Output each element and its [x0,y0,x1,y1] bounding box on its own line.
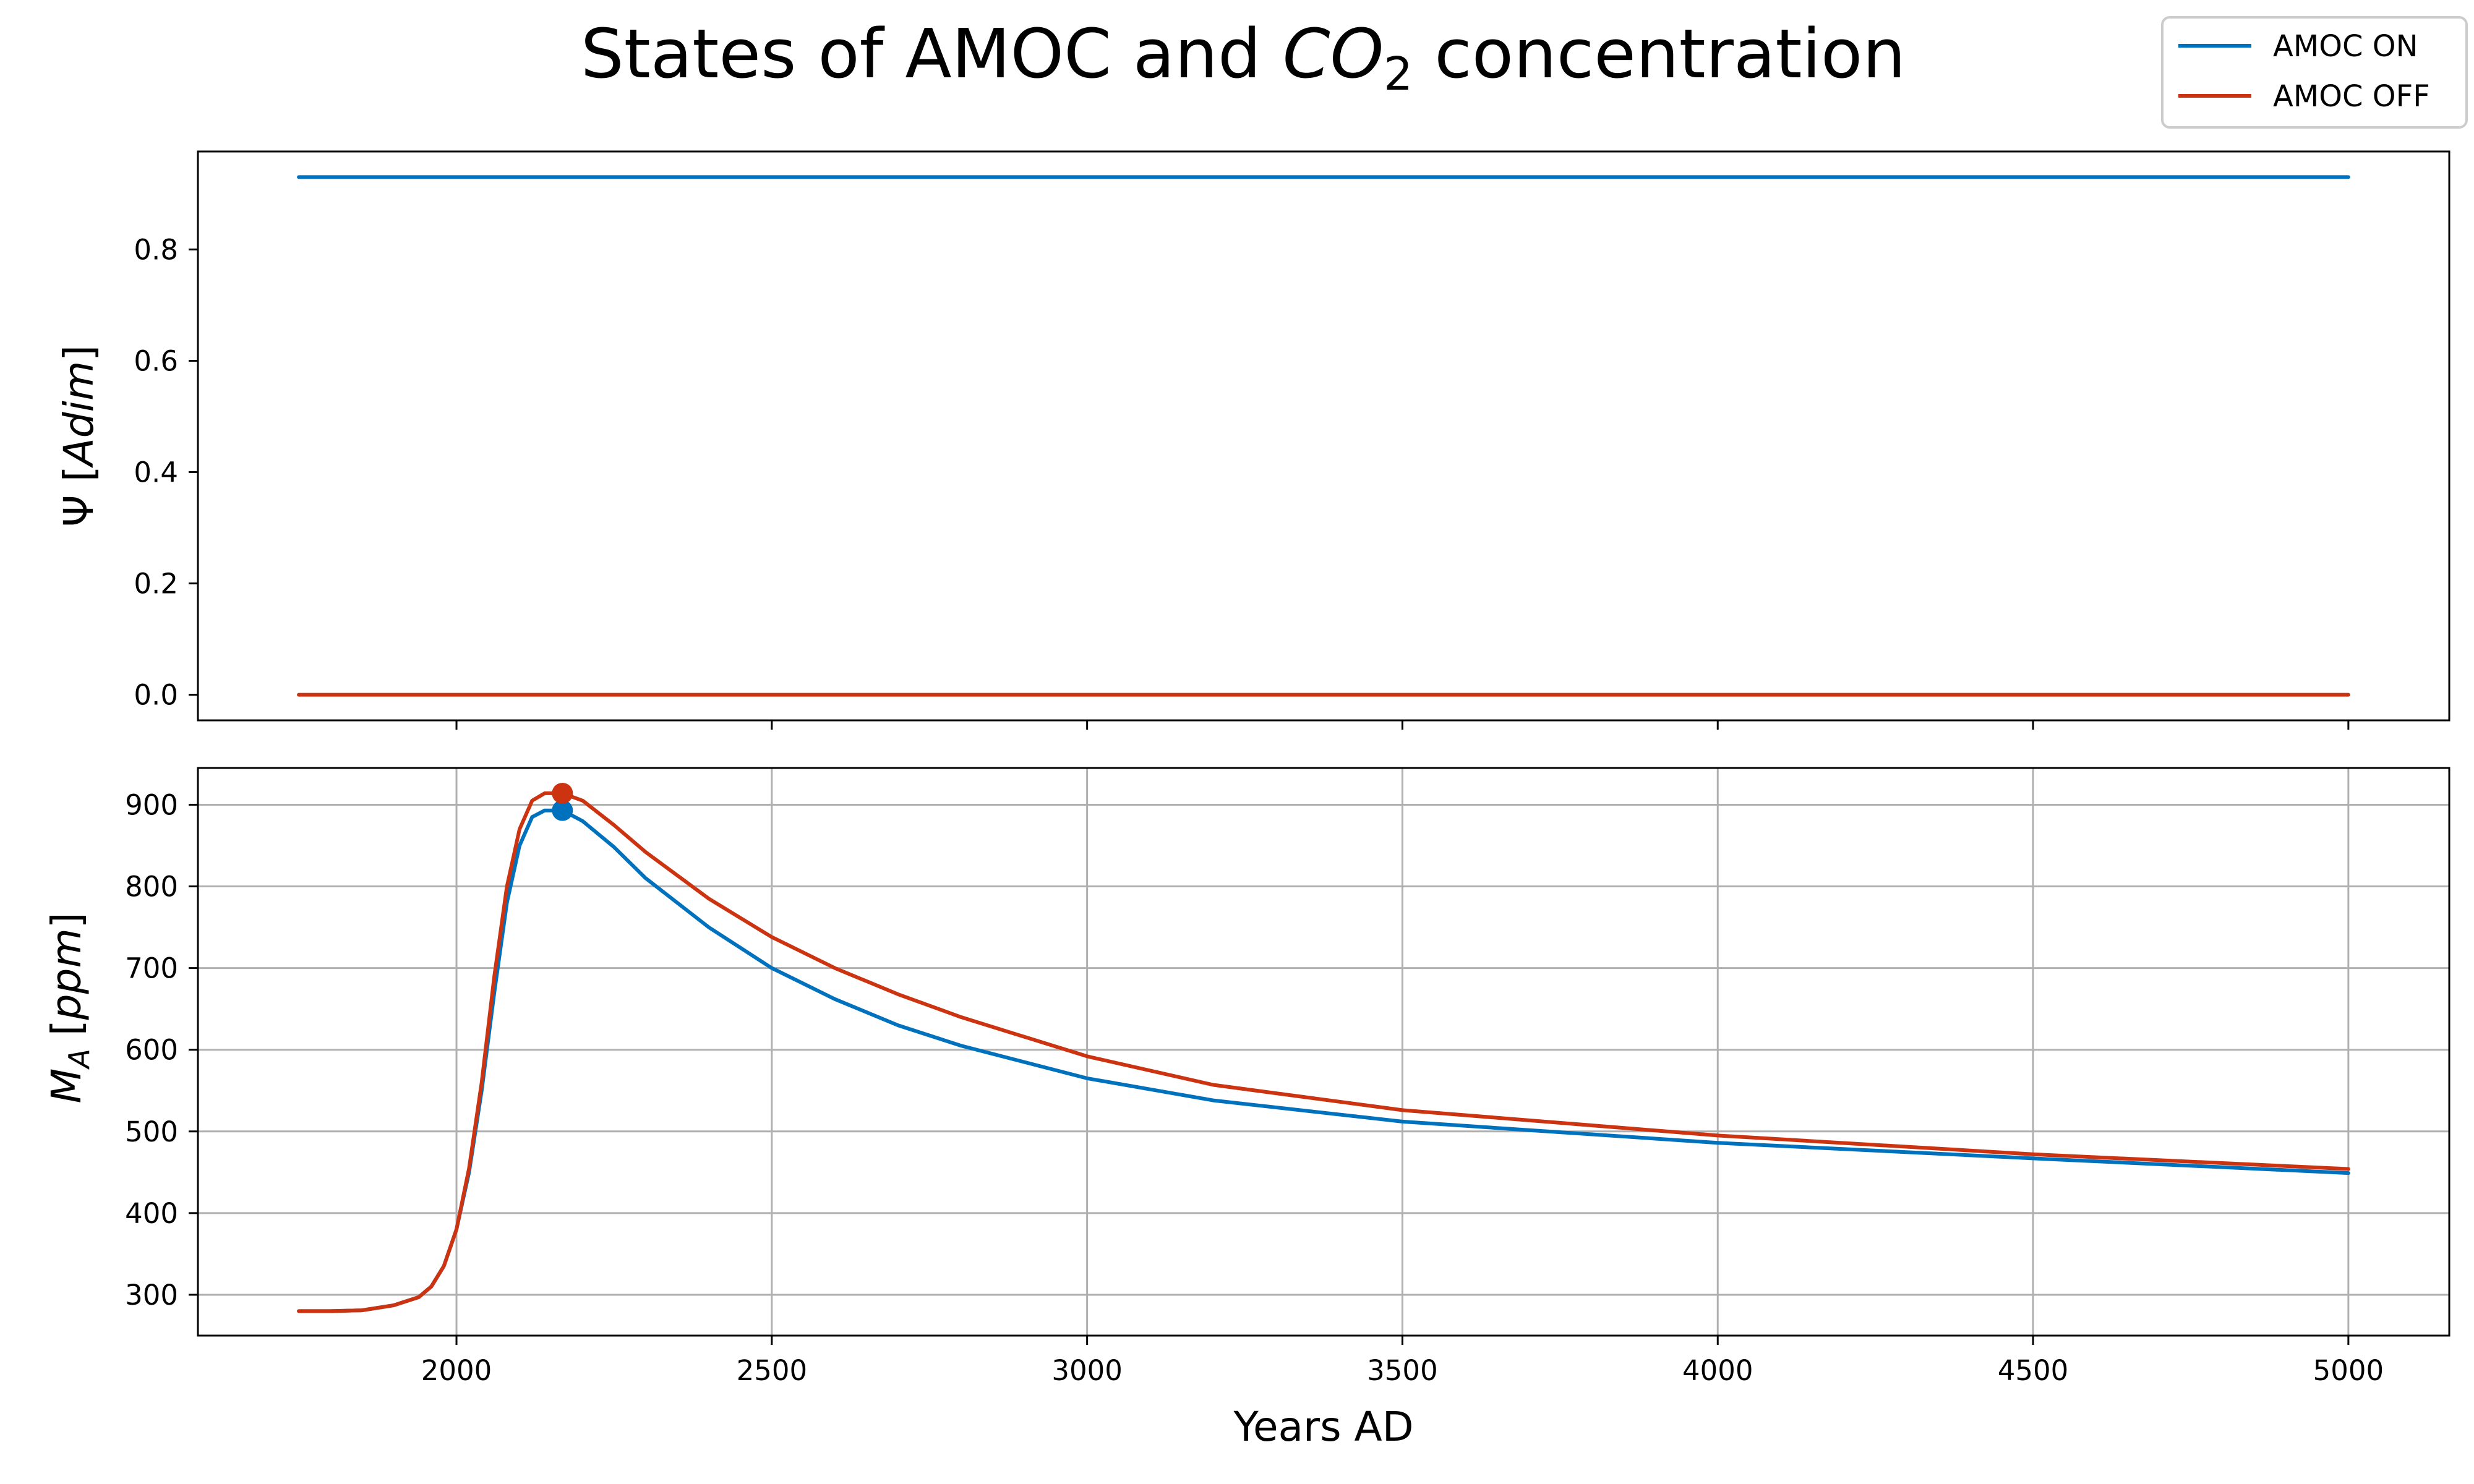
ma-peak-marker-amoc-on [552,800,573,821]
psi-ytick-label-0.4: 0.4 [134,456,178,489]
panel-psi: 0.0 0.2 0.4 0.6 0.8 Ψ [Adim] [55,150,2450,730]
psi-ytick-label-0.2: 0.2 [134,568,178,600]
ma-peak-marker-amoc-off [552,782,573,804]
ma-ytick-label-900: 900 [125,788,178,821]
legend-label-amoc-on: AMOC ON [2273,29,2418,64]
psi-yticks: 0.0 0.2 0.4 0.6 0.8 [134,233,198,712]
ma-ylabel: MA [ppm] [43,913,96,1104]
ma-grid [198,768,2449,1336]
psi-ytick-label-0.8: 0.8 [134,233,178,266]
psi-ytick-label-0.0: 0.0 [134,679,178,712]
psi-ylabel-symbol: Ψ [55,495,103,527]
chart-title: States of AMOC and CO2 concentration [581,14,1906,101]
ma-yticks: 300 400 500 600 700 800 900 [125,788,198,1311]
x-axis-label: Years AD [1233,1403,1413,1451]
psi-axes-frame [197,150,2450,722]
ma-ytick-label-500: 500 [125,1115,178,1148]
psi-ylabel-close-bracket: ] [55,345,103,361]
title-co: CO [1283,14,1384,93]
xtick-label-4500: 4500 [1998,1354,2069,1387]
title-prefix: States of AMOC and [581,14,1283,93]
psi-xticks [455,720,2350,730]
xtick-label-2000: 2000 [421,1354,492,1387]
xtick-label-3000: 3000 [1051,1354,1123,1387]
legend: AMOC ON AMOC OFF [2161,16,2468,129]
ma-ytick-label-700: 700 [125,952,178,985]
xtick-label-3500: 3500 [1367,1354,1438,1387]
xtick-label-4000: 4000 [1682,1354,1753,1387]
ma-ylabel-close-bracket: ] [43,913,90,929]
title-suffix: concentration [1413,14,1906,93]
legend-label-amoc-off: AMOC OFF [2273,79,2430,114]
ma-ytick-label-300: 300 [125,1279,178,1311]
xtick-label-5000: 5000 [2313,1354,2384,1387]
psi-ytick-label-0.6: 0.6 [134,344,178,377]
ma-ylabel-subscript: A [62,1049,96,1070]
ma-ylabel-symbol: M [43,1068,90,1104]
ma-ylabel-open-bracket: [ [43,1020,90,1049]
psi-ylabel: Ψ [Adim] [55,345,103,527]
ma-ytick-label-800: 800 [125,871,178,903]
ma-axes-frame [197,767,2450,1337]
psi-ylabel-open-bracket: [ [55,466,103,495]
ma-ylabel-unit: ppm [43,928,90,1020]
xtick-label-2500: 2500 [737,1354,808,1387]
ma-xticks: 2000 2500 3000 3500 4000 4500 5000 [421,1336,2384,1387]
ma-ytick-label-400: 400 [125,1197,178,1230]
psi-ylabel-unit: Adim [55,361,103,469]
psi-lines [297,175,2350,697]
title-subscript: 2 [1384,48,1413,101]
panel-ma: 300 400 500 600 700 800 900 2000 2500 3000 3500 40… [43,767,2450,1451]
ma-peaks [552,782,573,821]
ma-ytick-label-600: 600 [125,1034,178,1067]
